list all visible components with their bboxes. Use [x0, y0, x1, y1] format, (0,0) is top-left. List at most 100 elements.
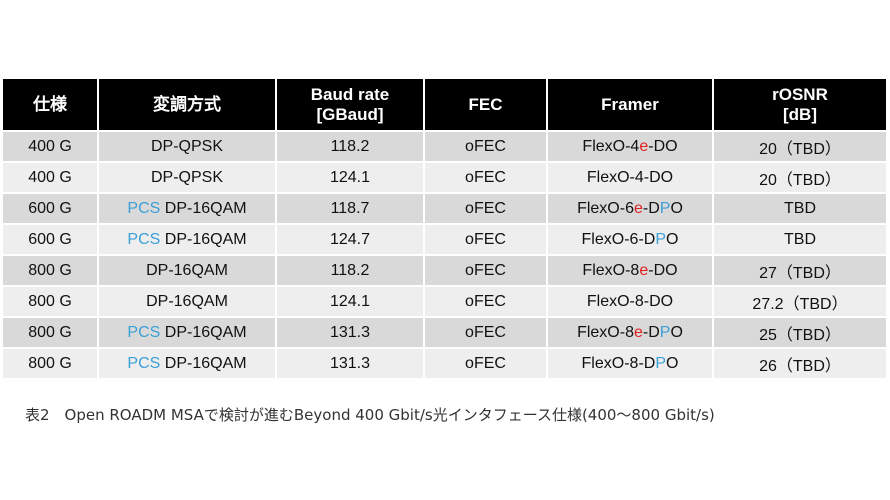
- cell-baud-rate: 131.3: [275, 317, 424, 349]
- rosnr-value: TBD: [784, 199, 816, 217]
- pcs-label: PCS: [127, 323, 161, 341]
- cell-spec: 800 G: [3, 317, 98, 349]
- framer-prefix: FlexO-8: [581, 354, 639, 372]
- header-fec: FEC: [423, 79, 547, 132]
- spec-value: 600 G: [28, 230, 72, 248]
- framer-pcs-mark: P: [655, 230, 666, 248]
- cell-framer: FlexO-8e-DO: [546, 255, 713, 287]
- cell-framer: FlexO-8-DO: [546, 286, 713, 318]
- cell-modulation: DP-16QAM: [97, 255, 276, 287]
- baud-value: 131.3: [329, 354, 371, 372]
- cell-spec: 600 G: [3, 193, 98, 225]
- spec-value: 800 G: [28, 261, 72, 279]
- rosnr-value: 20（TBD）: [759, 171, 841, 189]
- framer-middle: -D: [648, 261, 666, 279]
- cell-modulation: PCS DP-16QAM: [97, 193, 276, 225]
- table-row: 600 G PCS DP-16QAM 118.7 oFEC FlexO-6e-DPO TB…: [3, 193, 886, 225]
- cell-rosnr: 27（TBD）: [712, 255, 886, 287]
- rosnr-value: 27.2（TBD）: [752, 295, 848, 313]
- framer-prefix: FlexO-4: [582, 137, 640, 155]
- baud-value: 118.2: [330, 261, 370, 279]
- cell-rosnr: 20（TBD）: [712, 162, 886, 194]
- cell-modulation: DP-QPSK: [97, 131, 276, 163]
- cell-spec: 400 G: [3, 131, 98, 163]
- cell-rosnr: TBD: [712, 193, 886, 225]
- cell-modulation: PCS DP-16QAM: [97, 348, 276, 380]
- header-rosnr: rOSNR [dB]: [712, 79, 886, 132]
- cell-rosnr: 27.2（TBD）: [712, 286, 886, 318]
- cell-modulation: DP-16QAM: [97, 286, 276, 318]
- cell-spec: 400 G: [3, 162, 98, 194]
- pcs-label: PCS: [127, 230, 161, 248]
- table-body: 400 G DP-QPSK 118.2 oFEC FlexO-4e-DO 20（TBD） 4…: [3, 131, 886, 380]
- cell-rosnr: 25（TBD）: [712, 317, 886, 349]
- cell-spec: 800 G: [3, 348, 98, 380]
- cell-fec: oFEC: [423, 162, 547, 194]
- modulation-format: DP-16QAM: [164, 230, 247, 248]
- table-caption: 表2 Open ROADM MSAで検討が進むBeyond 400 Gbit/s…: [25, 406, 715, 424]
- cell-framer: FlexO-6e-DPO: [546, 193, 713, 225]
- fec-value: oFEC: [465, 261, 506, 279]
- cell-baud-rate: 118.7: [275, 193, 424, 225]
- framer-prefix: FlexO-6: [581, 230, 639, 248]
- framer-suffix: O: [665, 137, 678, 155]
- table-row: 800 G PCS DP-16QAM 131.3 oFEC FlexO-8e-DPO 25…: [3, 317, 886, 349]
- fec-value: oFEC: [465, 230, 506, 248]
- modulation-format: DP-16QAM: [146, 292, 228, 310]
- pcs-label: PCS: [127, 354, 161, 372]
- spec-table: 仕様 変調方式 Baud rate [GBaud] FEC Framer rOSN…: [3, 79, 886, 380]
- modulation-format: DP-16QAM: [146, 261, 228, 279]
- framer-extended-mark: e: [633, 199, 643, 217]
- framer-middle: -D: [642, 199, 660, 217]
- framer-extended-mark: e: [639, 137, 649, 155]
- framer-middle: -D: [638, 354, 656, 372]
- table-row: 800 G DP-16QAM 118.2 oFEC FlexO-8e-DO 27（TBD）: [3, 255, 886, 287]
- cell-rosnr: TBD: [712, 224, 886, 256]
- spec-value: 400 G: [28, 168, 72, 186]
- framer-pcs-mark: P: [655, 354, 666, 372]
- cell-fec: oFEC: [423, 348, 547, 380]
- cell-fec: oFEC: [423, 317, 547, 349]
- rosnr-value: 26（TBD）: [759, 357, 841, 375]
- baud-value: 118.2: [330, 137, 370, 155]
- framer-middle: -D: [642, 323, 660, 341]
- spec-value: 800 G: [28, 292, 72, 310]
- cell-fec: oFEC: [423, 286, 547, 318]
- spec-value: 400 G: [28, 137, 72, 155]
- rosnr-value: TBD: [784, 230, 816, 248]
- fec-value: oFEC: [465, 137, 506, 155]
- baud-value: 118.7: [330, 199, 370, 217]
- framer-middle: -D: [643, 292, 661, 310]
- framer-prefix: FlexO-8: [577, 323, 634, 341]
- baud-value: 124.7: [329, 230, 371, 248]
- spec-value: 600 G: [28, 199, 72, 217]
- framer-suffix: O: [670, 199, 683, 217]
- spec-value: 800 G: [28, 354, 72, 372]
- cell-modulation: DP-QPSK: [97, 162, 276, 194]
- cell-framer: FlexO-4e-DO: [546, 131, 713, 163]
- fec-value: oFEC: [465, 292, 506, 310]
- modulation-format: DP-QPSK: [150, 168, 223, 186]
- fec-value: oFEC: [465, 323, 506, 341]
- cell-baud-rate: 118.2: [275, 131, 424, 163]
- cell-rosnr: 20（TBD）: [712, 131, 886, 163]
- cell-framer: FlexO-8-DPO: [546, 348, 713, 380]
- cell-spec: 600 G: [3, 224, 98, 256]
- spec-value: 800 G: [28, 323, 72, 341]
- baud-value: 124.1: [329, 292, 371, 310]
- framer-prefix: FlexO-8: [586, 292, 644, 310]
- cell-spec: 800 G: [3, 286, 98, 318]
- cell-framer: FlexO-4-DO: [546, 162, 713, 194]
- framer-prefix: FlexO-4: [586, 168, 644, 186]
- framer-middle: -D: [638, 230, 656, 248]
- table-row: 800 G PCS DP-16QAM 131.3 oFEC FlexO-8-DPO 26（…: [3, 348, 886, 380]
- cell-baud-rate: 118.2: [275, 255, 424, 287]
- framer-suffix: O: [660, 168, 674, 186]
- baud-value: 131.3: [329, 323, 371, 341]
- header-row: 仕様 変調方式 Baud rate [GBaud] FEC Framer rOSN…: [3, 79, 886, 132]
- header-spec: 仕様: [3, 79, 98, 132]
- rosnr-value: 25（TBD）: [759, 326, 841, 344]
- cell-modulation: PCS DP-16QAM: [97, 224, 276, 256]
- cell-fec: oFEC: [423, 224, 547, 256]
- modulation-format: DP-16QAM: [164, 323, 247, 341]
